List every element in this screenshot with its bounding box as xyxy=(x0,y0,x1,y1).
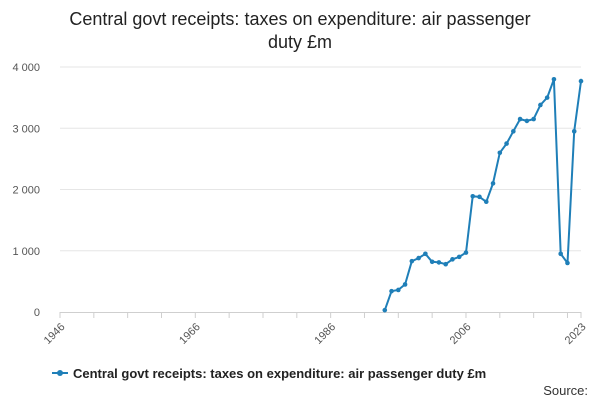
data-point xyxy=(423,251,428,257)
data-point xyxy=(558,251,564,257)
grid xyxy=(60,66,581,252)
data-point xyxy=(538,102,543,108)
legend-dot-marker xyxy=(57,370,63,376)
chart-title-line-2: duty £m xyxy=(268,32,332,52)
x-tick-label: 2006 xyxy=(448,321,474,347)
data-point xyxy=(477,194,482,200)
data-point xyxy=(416,255,421,261)
source-label: Source: xyxy=(543,383,588,398)
data-point xyxy=(389,288,394,294)
data-point xyxy=(429,259,435,265)
series-line xyxy=(383,78,582,311)
x-tick-label: 1986 xyxy=(312,321,338,347)
y-tick-label: 1 000 xyxy=(12,246,40,258)
legend-label: Central govt receipts: taxes on expendit… xyxy=(73,366,486,381)
data-point xyxy=(497,150,503,156)
data-point xyxy=(402,282,408,287)
data-point xyxy=(517,116,523,122)
chart-title-line-1: Central govt receipts: taxes on expendit… xyxy=(69,9,530,29)
x-tick-label: 2023 xyxy=(563,321,589,347)
x-tick-label: 1966 xyxy=(177,321,203,347)
x-axis-ticks: 1946 1966 1986 2006 2023 xyxy=(42,321,589,347)
y-tick-label: 4 000 xyxy=(12,62,40,74)
data-point xyxy=(463,250,469,255)
data-point xyxy=(470,193,476,199)
x-tick-label: 1946 xyxy=(42,321,68,347)
data-point xyxy=(409,258,415,264)
y-tick-label: 2 000 xyxy=(12,185,40,197)
data-point xyxy=(544,95,550,100)
data-point xyxy=(396,287,401,293)
data-point xyxy=(565,260,570,266)
data-point xyxy=(504,141,509,146)
data-point xyxy=(524,118,530,124)
data-point xyxy=(456,254,462,260)
data-point xyxy=(551,76,557,82)
y-axis-ticks: 0 1 000 2 000 3 000 4 000 xyxy=(12,62,40,319)
data-point xyxy=(483,199,489,205)
data-point xyxy=(436,260,442,265)
data-point xyxy=(531,116,536,122)
data-point xyxy=(450,257,455,262)
series-group xyxy=(382,76,584,313)
y-tick-label: 0 xyxy=(34,307,40,319)
data-point xyxy=(578,78,584,84)
data-point xyxy=(490,181,496,186)
data-point xyxy=(511,129,516,134)
axes xyxy=(59,312,582,318)
legend[interactable]: Central govt receipts: taxes on expendit… xyxy=(52,366,486,381)
data-point xyxy=(571,129,577,134)
y-tick-label: 3 000 xyxy=(12,123,40,135)
data-point xyxy=(443,261,448,267)
data-point xyxy=(382,307,388,313)
